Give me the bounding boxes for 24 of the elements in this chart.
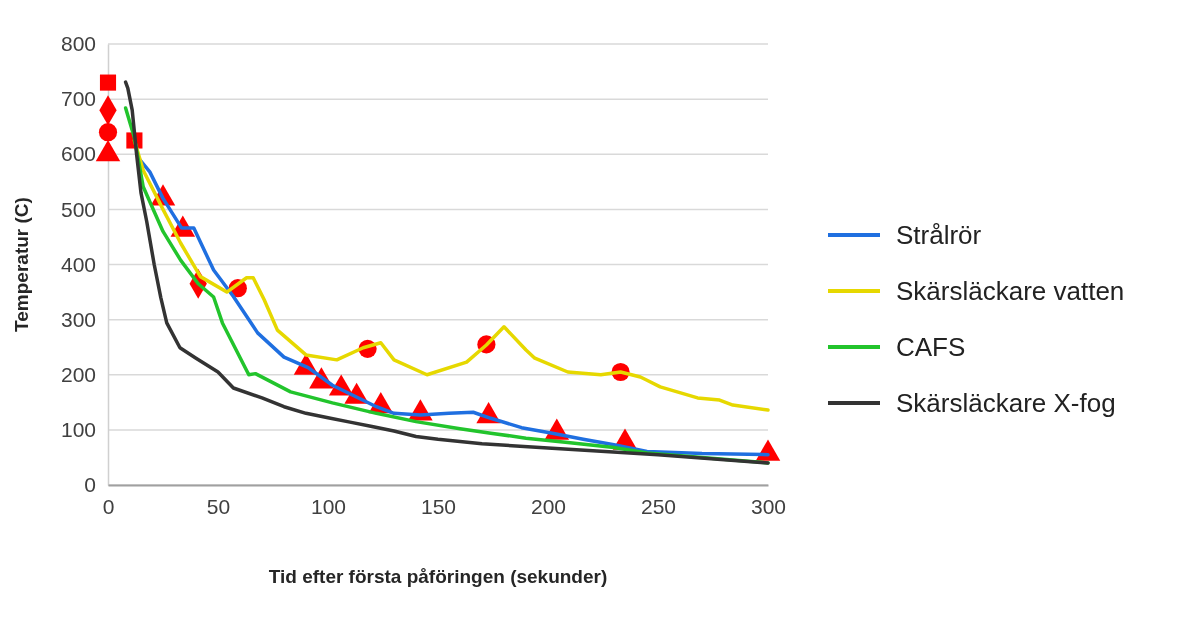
y-tick-label: 0 (84, 473, 96, 497)
y-tick-label: 400 (60, 252, 96, 276)
x-tick-label: 150 (420, 494, 457, 518)
y-tick-label: 800 (60, 32, 96, 56)
x-tick-label: 100 (310, 494, 347, 518)
legend-label: Skärsläckare X-fog (896, 388, 1116, 418)
y-tick-label: 500 (60, 197, 96, 221)
y-tick-label: 600 (60, 142, 96, 166)
x-tick-label: 50 (206, 494, 231, 518)
x-tick-label: 300 (750, 494, 787, 518)
x-tick-label: 0 (102, 494, 115, 518)
x-tick-label: 200 (530, 494, 567, 518)
legend-label: CAFS (896, 332, 966, 362)
legend-label: Skärsläckare vatten (896, 276, 1125, 306)
y-tick-label: 300 (60, 307, 96, 331)
y-axis-title: Temperatur (C) (11, 197, 32, 332)
point (99, 74, 117, 91)
x-tick-label: 250 (640, 494, 677, 518)
y-tick-label: 100 (60, 418, 96, 442)
y-tick-label: 700 (60, 87, 96, 111)
point (98, 123, 118, 142)
legend-label: Strålrör (896, 220, 982, 250)
y-tick-label: 200 (60, 362, 96, 386)
x-axis-title: Tid efter första påföringen (sekunder) (268, 566, 608, 587)
